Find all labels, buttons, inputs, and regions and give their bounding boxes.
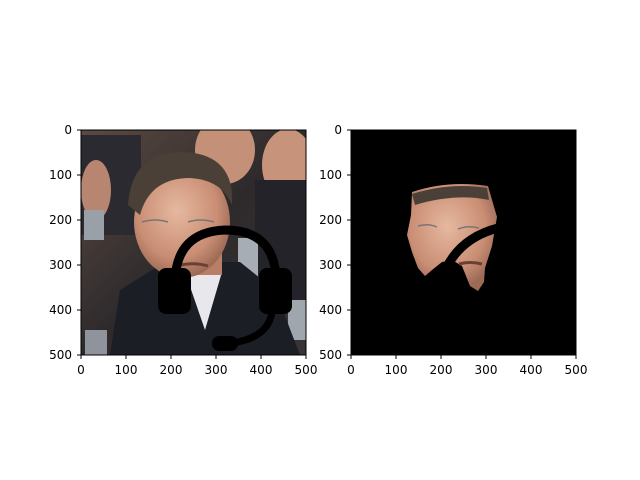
tick-marks — [347, 129, 577, 359]
x-tick-label: 100 — [385, 363, 408, 377]
y-tick-label: 200 — [49, 213, 72, 227]
y-tick-label: 0 — [64, 123, 72, 137]
y-tick-label: 400 — [319, 303, 342, 317]
x-tick-label: 100 — [115, 363, 138, 377]
x-tick-label: 400 — [520, 363, 543, 377]
masked-image — [351, 130, 576, 355]
x-tick-label: 0 — [77, 363, 85, 377]
x-tick-label: 0 — [347, 363, 355, 377]
axes-frame — [350, 129, 577, 356]
x-tick-label: 500 — [565, 363, 588, 377]
y-tick-label: 0 — [334, 123, 342, 137]
y-tick-label: 500 — [319, 348, 342, 362]
axes-frame — [80, 129, 307, 356]
y-tick-label: 200 — [319, 213, 342, 227]
x-tick-label: 300 — [205, 363, 228, 377]
y-tick-label: 500 — [49, 348, 72, 362]
y-tick-label: 300 — [319, 258, 342, 272]
y-tick-label: 100 — [49, 168, 72, 182]
x-tick-label: 400 — [250, 363, 273, 377]
x-tick-label: 200 — [160, 363, 183, 377]
y-tick-label: 300 — [49, 258, 72, 272]
masked-face-panel — [347, 129, 577, 359]
y-tick-label: 100 — [319, 168, 342, 182]
photo — [81, 130, 306, 355]
left-y-tick-labels: 0 100 200 300 400 500 — [49, 123, 72, 362]
y-tick-label: 400 — [49, 303, 72, 317]
x-tick-label: 200 — [430, 363, 453, 377]
right-y-tick-labels: 0 100 200 300 400 500 — [319, 123, 342, 362]
x-tick-label: 500 — [295, 363, 318, 377]
right-x-tick-labels: 0 100 200 300 400 500 — [347, 363, 587, 377]
left-x-tick-labels: 0 100 200 300 400 500 — [77, 363, 317, 377]
original-image-panel — [77, 129, 307, 359]
tick-marks — [77, 129, 307, 359]
headset-overlay — [158, 225, 292, 351]
x-tick-label: 300 — [475, 363, 498, 377]
